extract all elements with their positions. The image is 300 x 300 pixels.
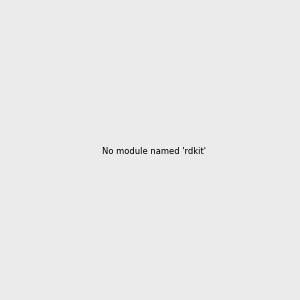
Text: No module named 'rdkit': No module named 'rdkit' <box>102 147 206 156</box>
